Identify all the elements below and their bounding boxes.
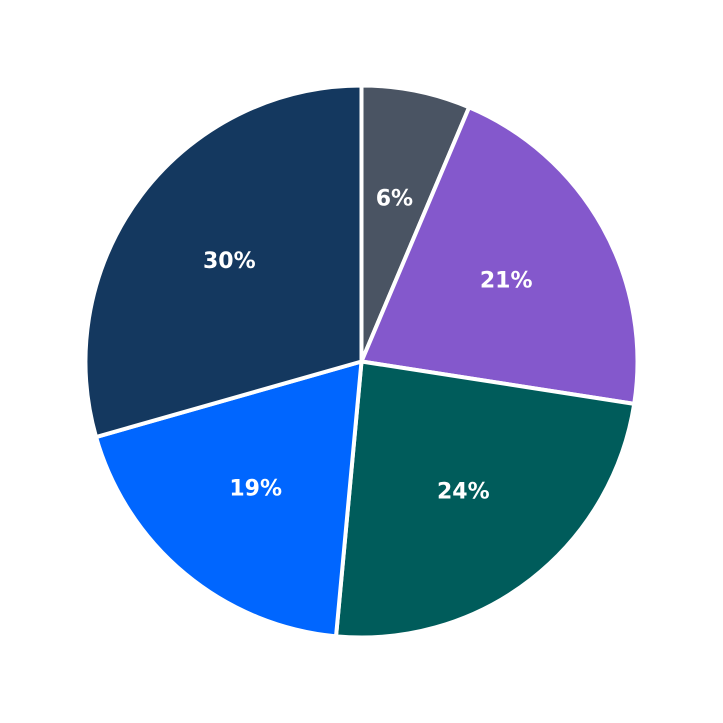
pie-slice-4 (83, 83, 364, 440)
pie-slice-label-4: 30% (203, 249, 256, 274)
pie-slice-label-1: 21% (480, 268, 533, 293)
pie-slice-1 (358, 104, 640, 407)
pie-slice-label-0: 6% (376, 187, 413, 212)
pie-slice-label-3: 19% (229, 476, 282, 501)
pie-slices (83, 83, 640, 640)
pie-slice-2 (333, 359, 637, 640)
pie-slice-3 (93, 358, 364, 639)
pie-slice-label-2: 24% (437, 480, 490, 505)
pie-labels: 6% 21% 24% 19% 30% (203, 187, 532, 505)
